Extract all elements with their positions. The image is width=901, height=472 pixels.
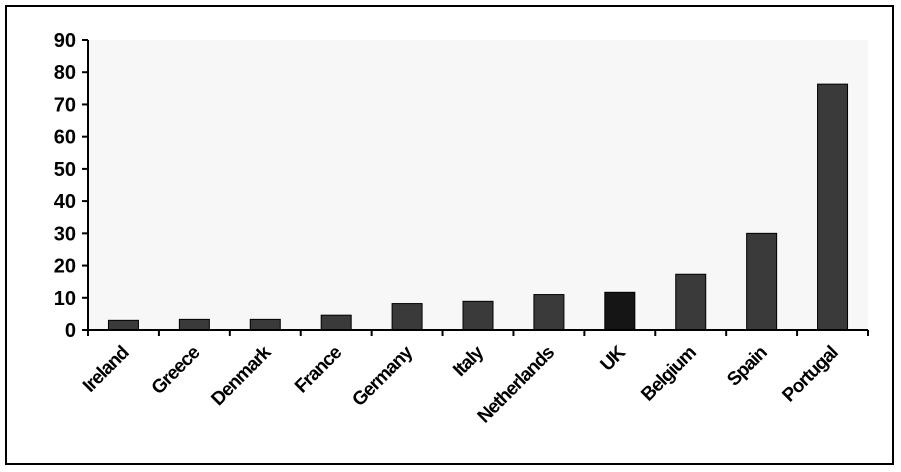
- x-tick-label: Netherlands: [474, 342, 559, 427]
- bar-italy: [462, 300, 494, 331]
- y-tick-label: 30: [54, 223, 76, 245]
- y-tick-label: 60: [54, 127, 76, 149]
- bar-spain: [746, 232, 778, 331]
- y-tick-label: 90: [54, 30, 76, 52]
- y-tick-label: 20: [54, 256, 76, 278]
- x-tick-label: Italy: [449, 342, 488, 381]
- x-tick-label: Belgium: [637, 343, 700, 406]
- x-tick-label: Germany: [348, 342, 417, 411]
- x-tick-label: UK: [597, 342, 631, 376]
- x-tick-label: Greece: [148, 342, 204, 398]
- bar-ireland: [107, 319, 139, 331]
- y-tick-label: 40: [54, 191, 76, 213]
- bar-belgium: [675, 273, 707, 331]
- y-tick-label: 70: [54, 94, 76, 116]
- bars: [107, 83, 849, 331]
- bar-portugal: [817, 83, 849, 331]
- bar-france: [320, 314, 352, 331]
- x-tick-label: Portugal: [778, 343, 842, 407]
- y-tick-label: 0: [65, 320, 76, 342]
- x-tick-label: Spain: [723, 342, 771, 390]
- x-axis: Ireland Greece Denmark France Germany ItalyNe…: [79, 329, 869, 427]
- y-tick-label: 80: [54, 62, 76, 84]
- bar-uk: [604, 291, 636, 331]
- y-axis: 0 10 20 30 40 50 60 70 80 90: [54, 30, 89, 342]
- y-tick-label: 50: [54, 159, 76, 181]
- plot-area: [88, 40, 868, 330]
- x-tick-label: France: [291, 342, 346, 397]
- x-tick-label: Denmark: [207, 342, 275, 410]
- bar-greece: [178, 318, 210, 331]
- bar-netherlands: [533, 294, 565, 331]
- bar-denmark: [249, 318, 281, 331]
- bar-germany: [391, 303, 423, 331]
- y-tick-label: 10: [54, 288, 76, 310]
- x-tick-label: Ireland: [79, 342, 133, 396]
